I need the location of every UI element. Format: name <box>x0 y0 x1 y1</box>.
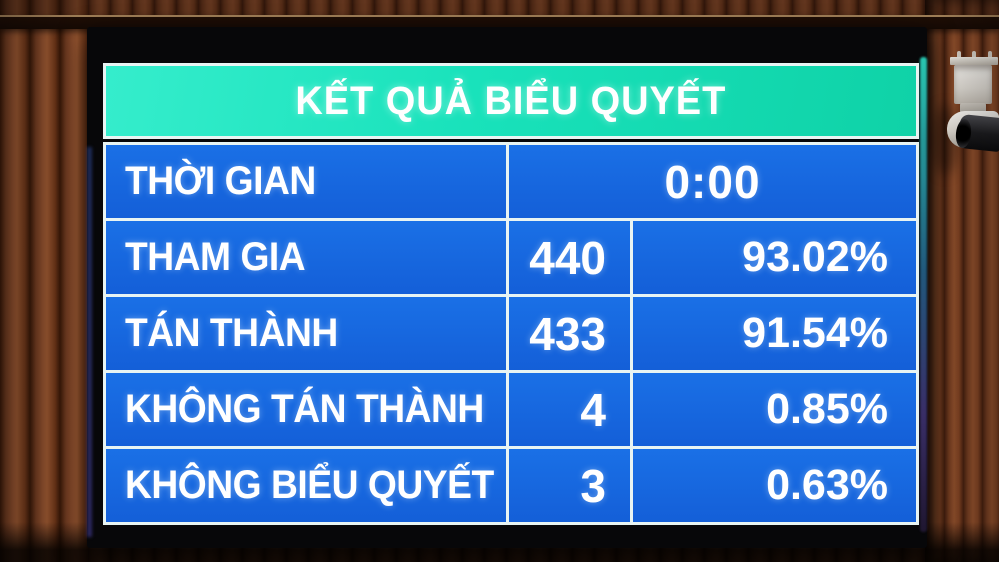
results-table: THỜI GIAN 0:00 THAM GIA 440 93.02% TÁN T… <box>103 142 919 525</box>
camera-mount-screw <box>972 51 976 59</box>
wall-top-shadow <box>0 0 999 16</box>
row-tan-thanh-percent: 91.54% <box>633 297 916 370</box>
wood-wall-left-column <box>0 0 88 562</box>
row-tham-gia-percent: 93.02% <box>633 221 916 294</box>
camera-mount-screw <box>988 51 992 59</box>
camera-mount-screw <box>957 51 961 59</box>
row-tham-gia-label: THAM GIA <box>106 221 506 294</box>
row-tham-gia-count: 440 <box>509 221 630 294</box>
row-khong-bieu-quyet-percent: 0.63% <box>633 449 916 522</box>
screen-edge-glow-left <box>87 147 92 537</box>
row-khong-bieu-quyet-label: KHÔNG BIỂU QUYẾT <box>106 449 506 522</box>
camera-mount-plate <box>950 57 998 65</box>
row-khong-tan-thanh-count: 4 <box>509 373 630 446</box>
camera-swivel-neck <box>960 103 986 113</box>
row-khong-tan-thanh-percent: 0.85% <box>633 373 916 446</box>
row-tan-thanh-label: TÁN THÀNH <box>106 297 506 370</box>
board-title-banner: KẾT QUẢ BIỂU QUYẾT <box>103 63 919 139</box>
led-display: KẾT QUẢ BIỂU QUYẾT THỜI GIAN 0:00 THAM G… <box>87 27 927 548</box>
row-khong-bieu-quyet-count: 3 <box>509 449 630 522</box>
row-thoi-gian-value: 0:00 <box>509 145 916 218</box>
board-title: KẾT QUẢ BIỂU QUYẾT <box>295 78 727 123</box>
row-khong-tan-thanh-label: KHÔNG TÁN THÀNH <box>106 373 506 446</box>
row-thoi-gian-label: THỜI GIAN <box>106 145 506 218</box>
screen-edge-glow-right <box>920 57 927 532</box>
camera-mount-bracket <box>954 65 992 104</box>
row-tan-thanh-count: 433 <box>509 297 630 370</box>
security-camera <box>930 45 999 175</box>
wall-trim-rail <box>0 15 999 29</box>
